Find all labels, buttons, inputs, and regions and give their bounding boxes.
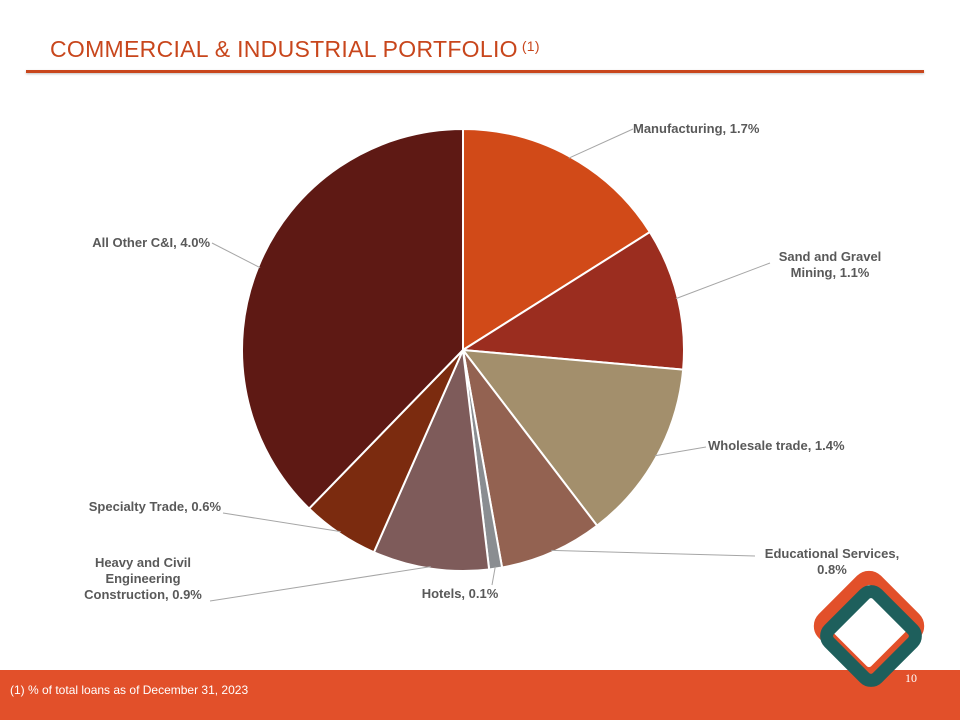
- page-number: 10: [905, 671, 917, 685]
- footer-bar: [0, 670, 960, 720]
- data-label: Hotels, 0.1%: [422, 586, 499, 601]
- leader-lines: [209, 128, 771, 602]
- slice-labels: Manufacturing, 1.7% Sand and Gravel Mining…: [84, 121, 899, 602]
- data-label: Educational Services, 0.8%: [765, 546, 899, 577]
- leader-line: [491, 566, 496, 586]
- company-logo-icon: [813, 570, 925, 687]
- data-label: Specialty Trade, 0.6%: [89, 499, 222, 514]
- leader-line: [568, 128, 634, 159]
- pie-slice-educational-services: [462, 349, 599, 569]
- pie-slice-heavy-and-civil-engineering-construction: [372, 346, 491, 572]
- pie-slice-wholesale-trade: [460, 348, 685, 528]
- data-label: Heavy and Civil Engineering Construction, …: [84, 555, 202, 602]
- pie-chart: Manufacturing, 1.7% Sand and Gravel Mining…: [84, 121, 899, 602]
- leader-line: [209, 566, 431, 602]
- data-label: All Other C&I, 4.0%: [92, 235, 210, 250]
- leader-line: [551, 549, 756, 557]
- pie-slice-manufacturing: [462, 127, 652, 352]
- title-underline: [26, 70, 924, 73]
- leader-line: [211, 242, 261, 269]
- page-title-text: COMMERCIAL & INDUSTRIAL PORTFOLIO: [50, 36, 518, 62]
- data-label: Sand and Gravel Mining, 1.1%: [779, 249, 882, 280]
- leader-line: [675, 262, 771, 300]
- data-label: Wholesale trade, 1.4%: [708, 438, 845, 453]
- pie-slices: [241, 127, 685, 572]
- data-label: Manufacturing, 1.7%: [633, 121, 760, 136]
- leader-line: [222, 512, 341, 533]
- title-footnote-ref: (1): [521, 38, 540, 54]
- footnote: (1) % of total loans as of December 31, …: [10, 683, 249, 697]
- page-title: COMMERCIAL & INDUSTRIAL PORTFOLIO (1): [50, 36, 540, 63]
- leader-line: [654, 446, 707, 457]
